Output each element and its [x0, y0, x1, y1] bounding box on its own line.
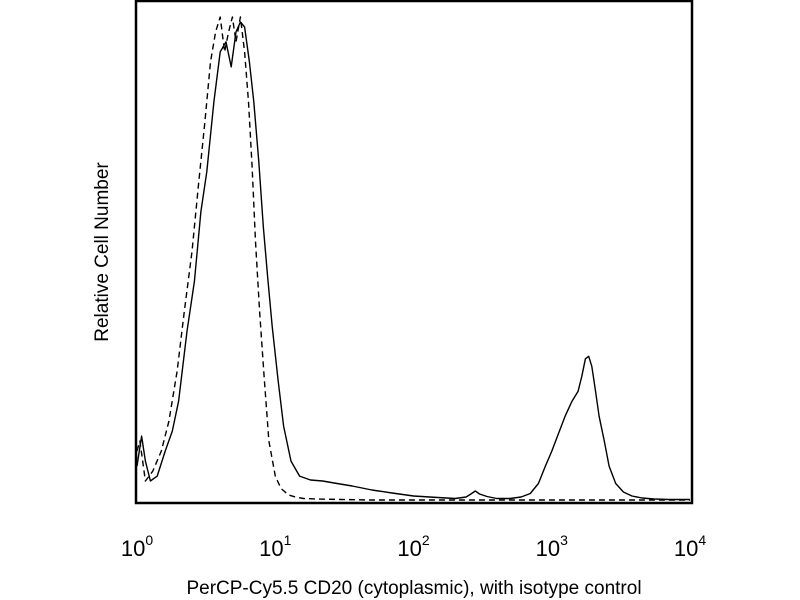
- x-tick-label: 102: [397, 532, 429, 561]
- x-tick-label: 103: [536, 532, 568, 561]
- x-tick-label: 100: [121, 532, 153, 561]
- cd20-histogram-curve: [136, 21, 690, 501]
- isotype-control-curve: [136, 16, 690, 501]
- x-tick-label: 104: [674, 532, 706, 561]
- x-tick-labels: 100 101 102 103 104: [121, 532, 706, 561]
- x-tick-label: 101: [259, 532, 291, 561]
- plot-frame: [134, 0, 694, 505]
- y-axis-label: Relative Cell Number: [92, 162, 113, 342]
- series-layer: [136, 16, 690, 501]
- x-axis-label: PerCP-Cy5.5 CD20 (cytoplasmic), with iso…: [186, 578, 641, 599]
